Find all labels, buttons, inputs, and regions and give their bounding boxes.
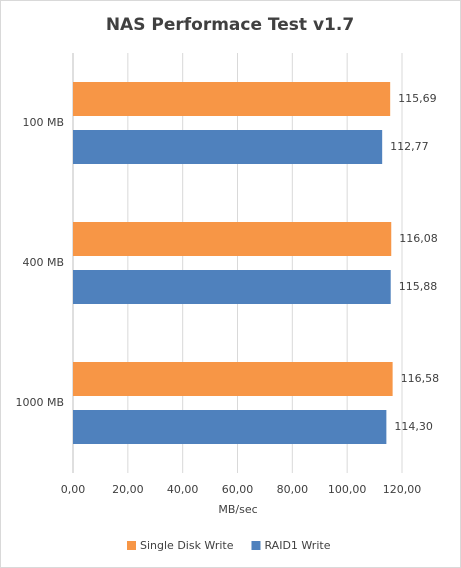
value-label: 116,08 [399,232,438,245]
legend-swatch [127,541,136,550]
y-tick-label: 400 MB [22,256,64,269]
x-tick-label: 0,00 [61,483,86,496]
value-label: 115,69 [398,92,437,105]
x-tick-label: 20,00 [112,483,144,496]
x-tick-label: 100,00 [328,483,367,496]
x-tick-label: 120,00 [383,483,422,496]
value-label: 115,88 [399,280,438,293]
bar [73,362,393,396]
x-tick-label: 60,00 [222,483,254,496]
y-tick-label: 1000 MB [15,396,64,409]
x-axis-title: MB/sec [218,503,257,516]
bar [73,410,387,444]
bar [73,222,392,256]
value-label: 112,77 [390,140,429,153]
legend-label: Single Disk Write [140,539,234,552]
bar [73,82,391,116]
chart-title: NAS Performace Test v1.7 [106,15,354,35]
bar [73,130,383,164]
legend-label: RAID1 Write [264,539,330,552]
value-label: 114,30 [394,420,433,433]
x-tick-label: 80,00 [277,483,309,496]
legend-swatch [251,541,261,550]
y-tick-label: 100 MB [22,116,64,129]
bar [73,270,391,304]
x-tick-label: 40,00 [167,483,199,496]
value-label: 116,58 [401,372,440,385]
